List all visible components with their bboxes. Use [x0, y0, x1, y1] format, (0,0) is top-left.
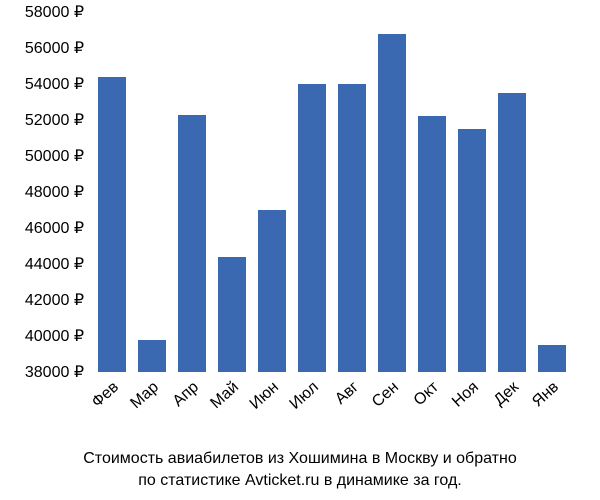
- price-chart: 38000 ₽ 40000 ₽ 42000 ₽ 44000 ₽ 46000 ₽ 48000…: [0, 0, 600, 500]
- x-tick-label: Июл: [287, 379, 323, 414]
- caption-line-2: по статистике Avticket.ru в динамике за …: [0, 470, 600, 492]
- y-tick-label: 58000 ₽: [25, 2, 84, 22]
- bar: [418, 116, 447, 372]
- bar: [178, 115, 207, 372]
- x-tick-label: Май: [207, 379, 242, 413]
- y-tick-label: 42000 ₽: [25, 290, 84, 310]
- x-tick-label: Окт: [411, 379, 443, 410]
- bar: [538, 345, 567, 372]
- bar: [298, 84, 327, 372]
- y-tick-label: 50000 ₽: [25, 146, 84, 166]
- chart-caption: Стоимость авиабилетов из Хошимина в Моск…: [0, 448, 600, 491]
- bar: [378, 34, 407, 372]
- bar: [458, 129, 487, 372]
- x-tick-label: Апр: [170, 379, 203, 411]
- y-tick-label: 40000 ₽: [25, 326, 84, 346]
- bar: [218, 257, 247, 372]
- plot-area: [92, 12, 572, 372]
- x-tick-label: Сен: [369, 379, 403, 412]
- bar: [138, 340, 167, 372]
- y-tick-label: 44000 ₽: [25, 254, 84, 274]
- y-axis: 38000 ₽40000 ₽42000 ₽44000 ₽46000 ₽48000…: [0, 12, 88, 372]
- x-axis: ФевМарАпрМайИюнИюл АвгСен ОктНоя ДекЯнв: [92, 374, 572, 444]
- y-tick-label: 38000 ₽: [25, 362, 84, 382]
- caption-line-1: Стоимость авиабилетов из Хошимина в Моск…: [0, 448, 600, 470]
- x-tick-label: Мар: [127, 379, 162, 413]
- y-tick-label: 52000 ₽: [25, 110, 84, 130]
- x-tick-label: Авг: [332, 379, 363, 409]
- y-tick-label: 46000 ₽: [25, 218, 84, 238]
- x-tick-label: Ноя: [449, 379, 483, 412]
- y-tick-label: 48000 ₽: [25, 182, 84, 202]
- bar: [98, 77, 127, 372]
- bar: [498, 93, 527, 372]
- x-tick-label: Фев: [89, 379, 123, 412]
- bar: [338, 84, 367, 372]
- x-tick-label: Янв: [529, 379, 563, 412]
- y-tick-label: 56000 ₽: [25, 38, 84, 58]
- x-tick-label: Июн: [247, 379, 283, 414]
- bar: [258, 210, 287, 372]
- x-tick-label: Дек: [491, 379, 523, 410]
- y-tick-label: 54000 ₽: [25, 74, 84, 94]
